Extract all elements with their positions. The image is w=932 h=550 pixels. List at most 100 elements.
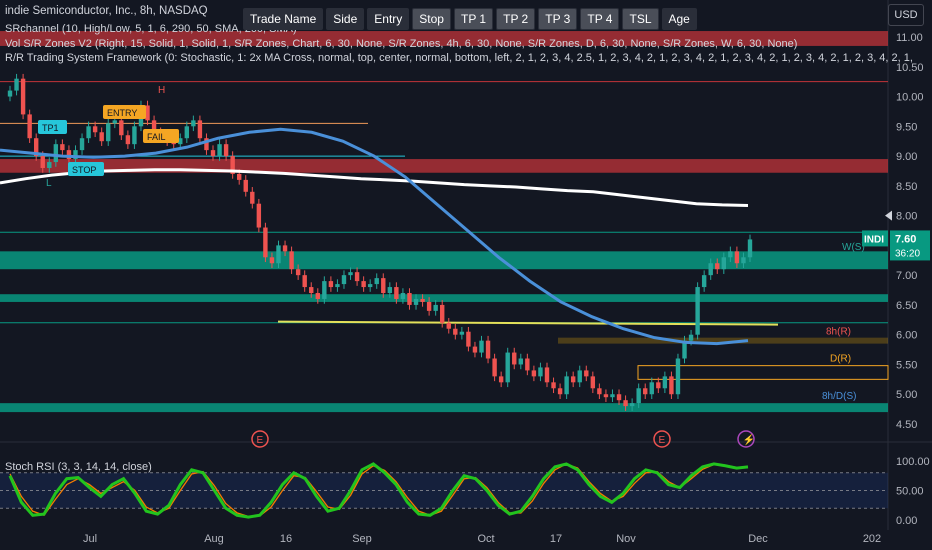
toolbar-button-side[interactable]: Side [326, 8, 365, 30]
candle-body [741, 257, 746, 264]
sma50-line [0, 127, 749, 346]
candle-body [485, 340, 491, 359]
candle-body [99, 132, 104, 142]
candle-body [407, 293, 412, 305]
candle-body [420, 298, 425, 302]
candle-body [132, 126, 137, 145]
toolbar-button-tsl[interactable]: TSL [622, 8, 659, 30]
candle-body [446, 322, 451, 329]
candle-body [479, 340, 484, 353]
candle-body [649, 382, 654, 395]
price-tick-label: 8.50 [896, 181, 917, 193]
countdown-label: 36:20 [895, 248, 920, 259]
trade-annotation-label: STOP [72, 165, 96, 175]
candle-body [381, 278, 386, 294]
candle-body [695, 287, 700, 335]
candle-body [610, 394, 615, 398]
stoch-rsi-label[interactable]: Stoch RSI (3, 3, 14, 14, close) [5, 461, 152, 473]
candle-body [551, 382, 556, 389]
event-marker-label: E [257, 435, 264, 446]
currency-button[interactable]: USD [888, 4, 924, 26]
time-tick-label: Sep [352, 533, 372, 545]
candle-body [675, 358, 681, 395]
candle-body [518, 358, 523, 365]
price-tick-label: 5.00 [896, 389, 917, 401]
candle-body [263, 227, 268, 258]
candle-body [544, 367, 550, 383]
candle-body [315, 293, 320, 299]
candle-body [230, 156, 235, 174]
toolbar-button-tp4[interactable]: TP 4 [580, 8, 620, 30]
time-tick-label: Aug [204, 533, 224, 545]
candle-body [217, 144, 222, 157]
candle-body [603, 394, 609, 398]
candle-body [629, 403, 635, 407]
event-marker-label: ⚡ [743, 433, 755, 446]
indicator-srchannel[interactable]: SRchannel (10, High/Low, 5, 1, 6, 290, 5… [5, 23, 297, 35]
candle-body [322, 281, 327, 299]
last-price-label: 7.60 [895, 233, 916, 245]
candle-body [459, 331, 465, 335]
time-tick-label: Jul [83, 533, 97, 545]
candle-body [197, 120, 203, 139]
candle-body [92, 126, 98, 133]
candle-body [14, 78, 19, 91]
candle-body [27, 114, 32, 139]
candle-body [669, 376, 674, 395]
candle-body [433, 304, 438, 311]
zone-label: 8h(R) [826, 327, 851, 338]
symbol-label: INDI [864, 234, 884, 245]
toolbar-button-tp1[interactable]: TP 1 [453, 8, 494, 30]
candle-body [276, 245, 281, 264]
toolbar-button-tp2[interactable]: TP 2 [496, 8, 536, 30]
candle-body [178, 138, 183, 145]
price-tick-label: 10.50 [896, 62, 924, 74]
time-tick-label: 16 [280, 533, 292, 545]
zone-label: W(S) [842, 242, 865, 253]
candle-body [577, 370, 582, 383]
candle-body [498, 376, 504, 383]
price-tick-label: 7.00 [896, 270, 917, 282]
trade-annotation-box [143, 129, 179, 143]
candle-body [643, 388, 648, 395]
support-zone [0, 294, 888, 302]
candle-body [335, 284, 340, 288]
candle-body [688, 334, 694, 341]
resistance-zone-8h [558, 337, 888, 344]
candle-body [387, 287, 393, 294]
toolbar-button-age[interactable]: Age [661, 8, 697, 30]
price-tick-label: 9.50 [896, 121, 917, 133]
price-tick-label: 8.00 [896, 211, 917, 223]
support-zone [0, 403, 888, 413]
candle-body [394, 287, 399, 299]
toolbar-button-trade-name[interactable]: Trade Name [243, 8, 324, 30]
indicator-vol-sr-zones[interactable]: Vol S/R Zones V2 (Right, 15, Solid, 1, S… [5, 38, 798, 50]
time-tick-label: 202 [863, 533, 881, 545]
candle-body [747, 239, 753, 258]
candle-body [721, 257, 727, 270]
toolbar-button-stop[interactable]: Stop [412, 8, 451, 30]
candle-body [20, 78, 26, 115]
toolbar-button-tp3[interactable]: TP 3 [538, 8, 578, 30]
candle-body [119, 120, 124, 136]
candle-body [282, 245, 288, 252]
candle-body [623, 400, 628, 407]
candle-body [374, 278, 379, 285]
candle-body [512, 352, 517, 365]
candle-body [66, 150, 72, 160]
toolbar-button-entry[interactable]: Entry [367, 8, 410, 30]
candle-body [40, 156, 45, 168]
event-marker [653, 430, 671, 448]
stoch-k-line [8, 462, 749, 519]
candle-body [256, 203, 262, 228]
candle-body [584, 370, 589, 377]
candle-body [453, 328, 458, 335]
trade-annotation-box [103, 105, 146, 119]
indicator-rr-framework[interactable]: R/R Trading System Framework (0: Stochas… [5, 52, 913, 64]
candle-body [151, 120, 157, 133]
candle-body [525, 358, 530, 371]
time-tick-label: 17 [550, 533, 562, 545]
candle-body [662, 376, 668, 389]
candle-body [492, 358, 497, 377]
